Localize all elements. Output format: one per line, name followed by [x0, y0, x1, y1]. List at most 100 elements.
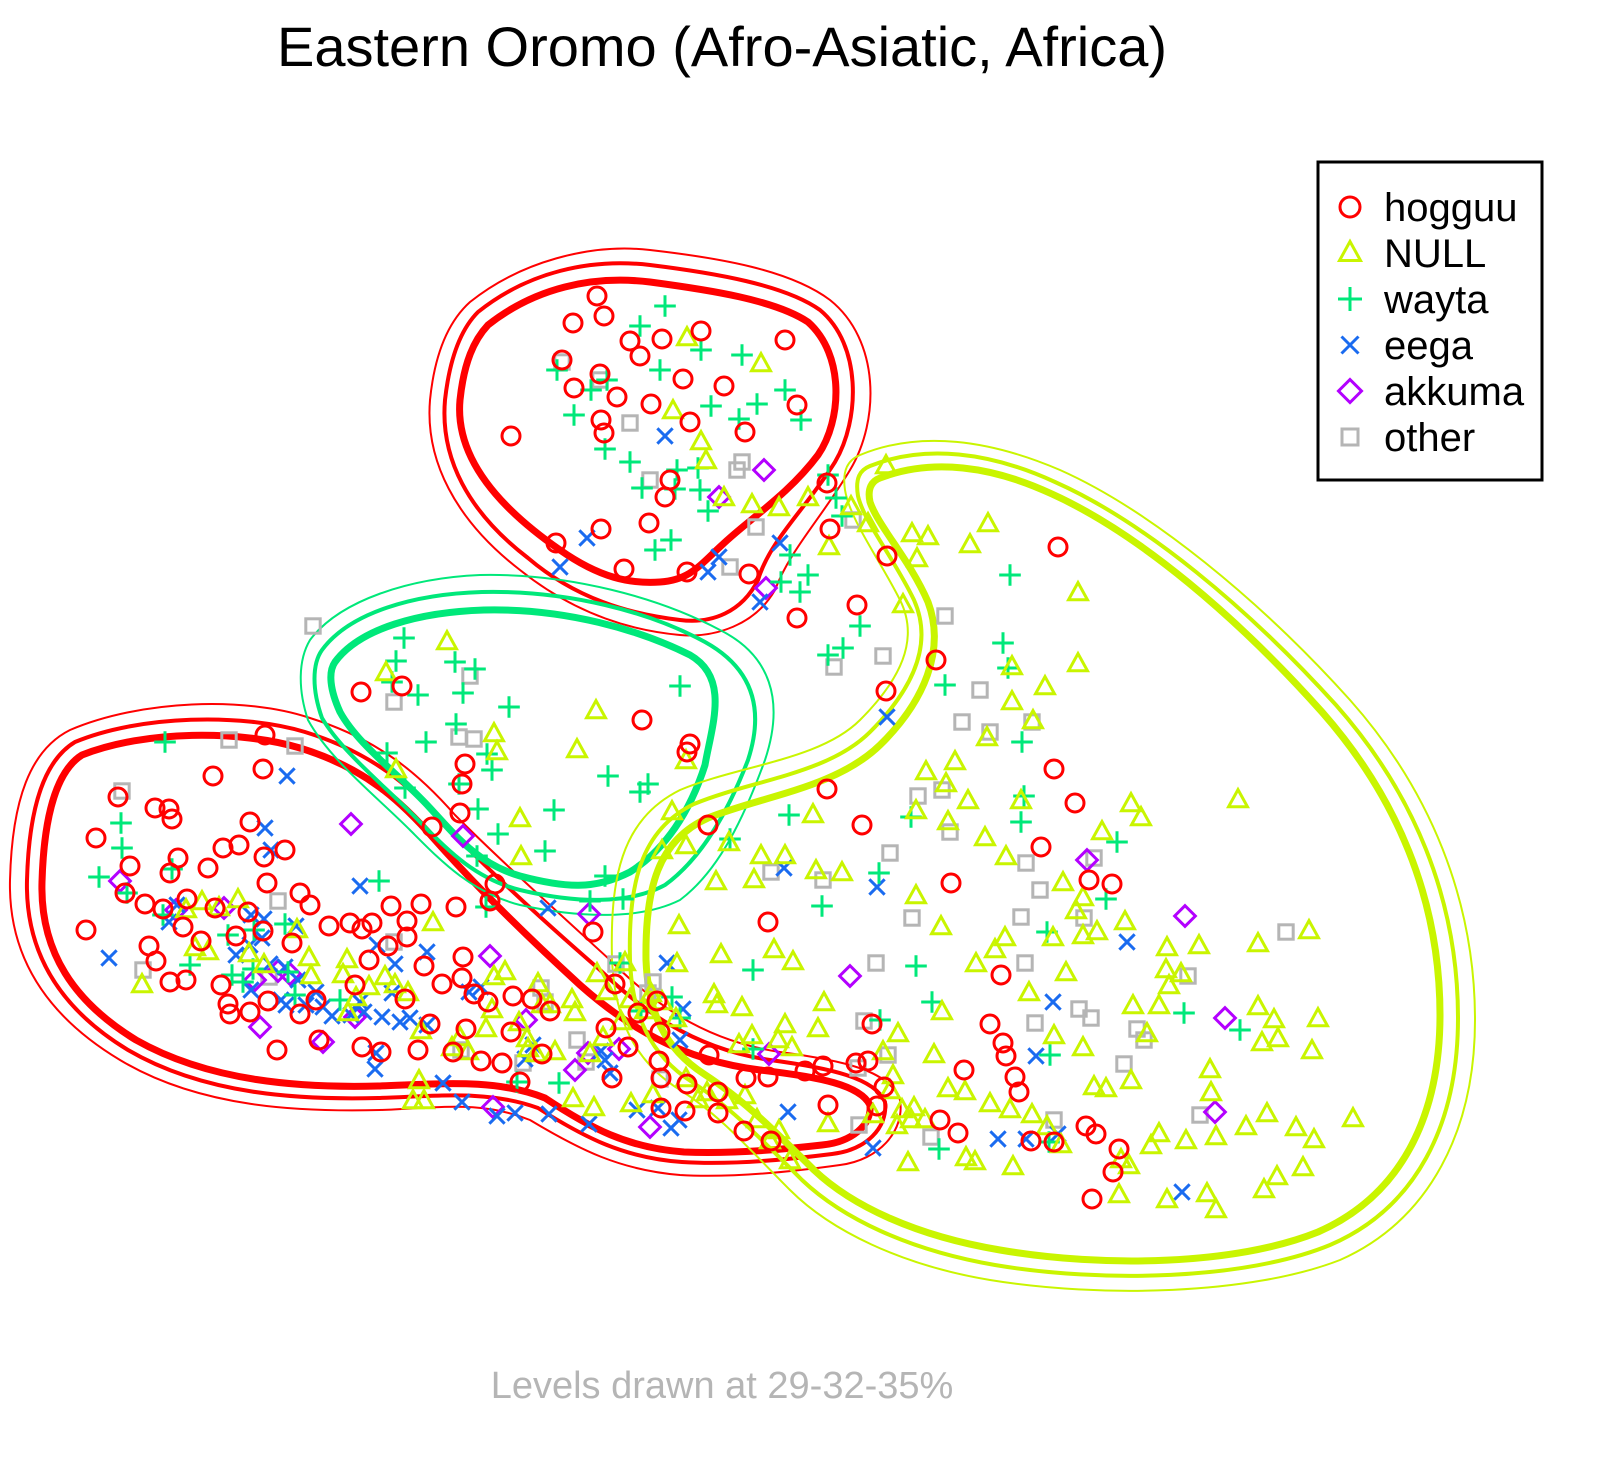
point-null-8 — [767, 494, 791, 517]
point-null-108 — [778, 1147, 802, 1170]
point-hogguu-134 — [627, 1002, 649, 1024]
point-hogguu-82 — [299, 894, 321, 916]
point-other-22 — [1031, 881, 1049, 899]
point-hogguu-35 — [786, 607, 808, 629]
point-wayta-68 — [534, 840, 556, 862]
point-hogguu-14 — [713, 375, 735, 397]
point-other-35 — [1070, 1000, 1088, 1018]
point-null-153 — [482, 963, 506, 986]
point-null-31 — [904, 797, 928, 820]
point-hogguu-153 — [674, 1100, 696, 1122]
point-eega-12 — [1044, 993, 1062, 1011]
point-hogguu-116 — [452, 946, 474, 968]
point-null-140 — [660, 798, 684, 821]
point-hogguu-62 — [85, 827, 107, 849]
point-null-126 — [922, 1041, 946, 1064]
point-wayta-30 — [770, 571, 792, 593]
chart-title: Eastern Oromo (Afro-Asiatic, Africa) — [277, 15, 1167, 78]
point-wayta-5 — [649, 359, 671, 381]
point-hogguu-135 — [595, 1017, 617, 1039]
point-null-122 — [781, 948, 805, 971]
point-hogguu-11 — [589, 363, 611, 385]
point-wayta-9 — [563, 404, 585, 426]
point-wayta-59 — [548, 1072, 570, 1094]
point-null-78 — [1147, 1120, 1171, 1143]
point-other-20 — [881, 844, 899, 862]
point-wayta-81 — [498, 696, 520, 718]
point-null-56 — [1121, 992, 1145, 1015]
point-hogguu-176 — [266, 1039, 288, 1061]
point-null-35 — [994, 843, 1018, 866]
point-null-149 — [585, 960, 609, 983]
point-hogguu-164 — [1004, 1066, 1026, 1088]
point-hogguu-33 — [1047, 536, 1069, 558]
point-hogguu-94 — [380, 895, 402, 917]
point-akkuma-27 — [107, 868, 133, 894]
point-hogguu-143 — [698, 1044, 720, 1066]
point-other-3 — [621, 414, 639, 432]
point-null-7 — [740, 491, 764, 514]
point-null-82 — [1265, 1163, 1289, 1186]
point-wayta-79 — [415, 731, 437, 753]
point-null-28 — [914, 758, 938, 781]
point-wayta-69 — [543, 799, 565, 821]
point-eega-6 — [771, 534, 789, 552]
point-hogguu-85 — [172, 916, 194, 938]
point-hogguu-142 — [676, 1073, 698, 1095]
point-hogguu-7 — [690, 320, 712, 342]
legend-label-akkuma: akkuma — [1384, 370, 1525, 414]
point-null-33 — [973, 824, 997, 847]
point-null-218 — [733, 1082, 757, 1105]
point-hogguu-87 — [225, 925, 247, 947]
point-other-66 — [450, 728, 468, 746]
point-null-39 — [1226, 786, 1250, 809]
point-hogguu-74 — [114, 882, 136, 904]
legend-label-null: NULL — [1384, 232, 1486, 276]
point-hogguu-93 — [361, 912, 383, 934]
point-hogguu-120 — [477, 991, 499, 1013]
point-hogguu-83 — [75, 919, 97, 941]
point-eega-24 — [601, 1064, 619, 1082]
point-null-161 — [515, 1025, 539, 1048]
point-hogguu-154 — [733, 1120, 755, 1142]
point-other-9 — [721, 558, 739, 576]
point-null-65 — [1246, 993, 1270, 1016]
point-null-142 — [650, 837, 674, 860]
point-hogguu-24 — [638, 512, 660, 534]
point-wayta-91 — [629, 781, 651, 803]
contour-levels-note: Levels drawn at 29-32-35% — [491, 1365, 954, 1407]
point-akkuma-5 — [450, 823, 476, 849]
point-hogguu-101 — [145, 950, 167, 972]
point-hogguu-43 — [940, 872, 962, 894]
point-hogguu-42 — [1030, 836, 1052, 858]
point-wayta-27 — [831, 505, 853, 527]
point-null-14 — [900, 520, 924, 543]
point-null-98 — [881, 1062, 905, 1085]
point-null-125 — [930, 998, 954, 1021]
point-wayta-67 — [594, 865, 616, 887]
point-wayta-26 — [825, 487, 847, 509]
point-null-144 — [665, 950, 689, 973]
point-wayta-92 — [597, 765, 619, 787]
point-null-101 — [953, 1078, 977, 1101]
point-null-41 — [1071, 884, 1095, 907]
point-null-5 — [694, 447, 718, 470]
point-hogguu-41 — [1064, 792, 1086, 814]
point-hogguu-91 — [339, 912, 361, 934]
point-null-154 — [474, 1015, 498, 1038]
point-hogguu-115 — [394, 988, 416, 1010]
point-hogguu-13 — [672, 368, 694, 390]
point-hogguu-148 — [812, 1055, 834, 1077]
point-akkuma-8 — [837, 963, 863, 989]
point-eega-1 — [656, 427, 674, 445]
point-null-130 — [929, 913, 953, 936]
point-null-196 — [183, 934, 207, 957]
legend-marker-wayta — [1338, 287, 1362, 311]
legend-marker-other — [1340, 427, 1360, 447]
point-hogguu-65 — [158, 798, 180, 820]
point-hogguu-57 — [202, 765, 224, 787]
point-eega-10 — [868, 878, 886, 896]
point-wayta-53 — [1173, 1002, 1195, 1024]
point-wayta-11 — [774, 379, 796, 401]
point-wayta-51 — [921, 991, 943, 1013]
